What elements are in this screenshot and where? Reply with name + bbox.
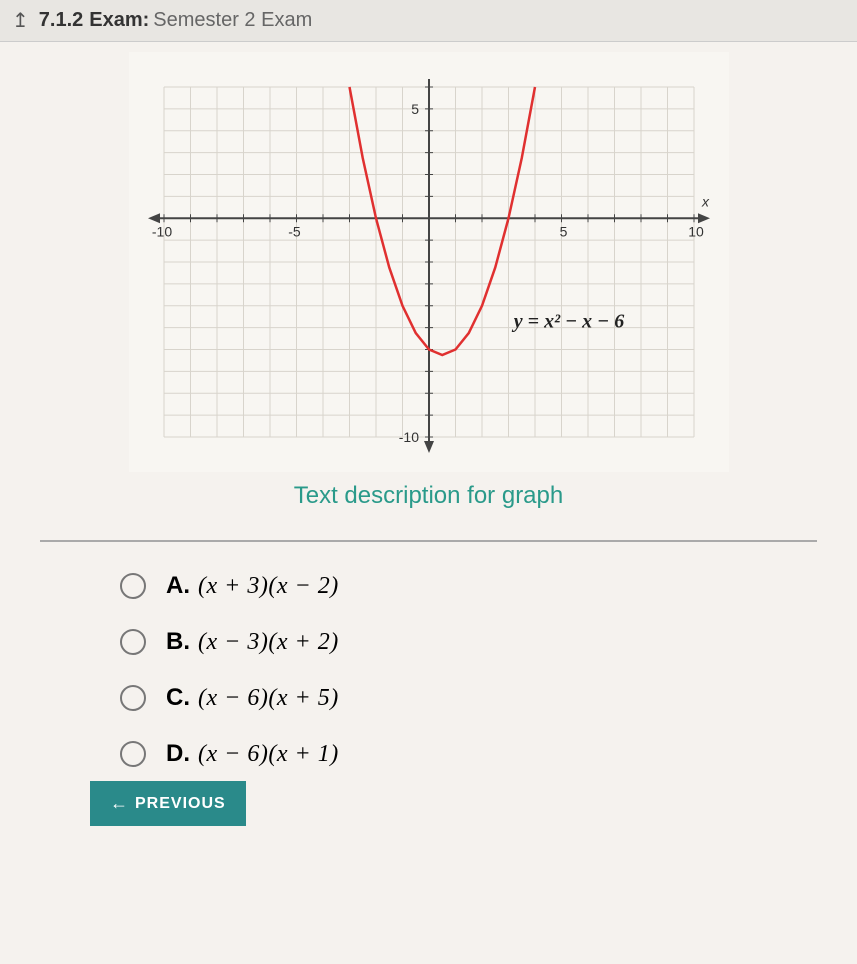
parabola-chart: -10 -5 5 10 -10 5 x y = x² − x − 6 xyxy=(129,52,729,472)
svg-text:y = x² − x − 6: y = x² − x − 6 xyxy=(511,311,624,333)
previous-button[interactable]: ← PREVIOUS xyxy=(90,781,246,826)
option-text: (x − 6)(x + 5) xyxy=(198,685,339,712)
answer-options: A. (x + 3)(x − 2) B. (x − 3)(x + 2) C. (… xyxy=(20,572,837,768)
option-text: (x − 3)(x + 2) xyxy=(198,629,339,656)
content-area: -10 -5 5 10 -10 5 x y = x² − x − 6 Text descrip… xyxy=(0,42,857,816)
radio-option-a[interactable] xyxy=(120,573,146,599)
option-text: (x + 3)(x − 2) xyxy=(198,573,339,600)
graph-container: -10 -5 5 10 -10 5 x y = x² − x − 6 xyxy=(129,52,729,472)
option-row: D. (x − 6)(x + 1) xyxy=(120,740,837,768)
exam-title: Semester 2 Exam xyxy=(153,9,312,32)
option-letter: A. xyxy=(166,572,190,600)
svg-text:-10: -10 xyxy=(398,429,418,445)
radio-option-d[interactable] xyxy=(120,741,146,767)
previous-button-label: PREVIOUS xyxy=(135,795,226,813)
option-row: A. (x + 3)(x − 2) xyxy=(120,572,837,600)
option-letter: D. xyxy=(166,740,190,768)
radio-option-b[interactable] xyxy=(120,629,146,655)
svg-text:10: 10 xyxy=(688,223,704,239)
svg-text:x: x xyxy=(701,193,710,209)
svg-text:5: 5 xyxy=(411,101,419,117)
exam-label: Exam: xyxy=(89,9,149,32)
back-arrow-icon[interactable]: ↥ xyxy=(12,8,29,33)
svg-text:-5: -5 xyxy=(288,223,301,239)
section-number: 7.1.2 xyxy=(39,9,83,32)
graph-description-link[interactable]: Text description for graph xyxy=(20,482,837,510)
radio-option-c[interactable] xyxy=(120,685,146,711)
svg-text:5: 5 xyxy=(559,223,567,239)
option-letter: C. xyxy=(166,684,190,712)
divider xyxy=(40,540,817,542)
option-row: B. (x − 3)(x + 2) xyxy=(120,628,837,656)
left-arrow-icon: ← xyxy=(110,793,129,814)
svg-text:-10: -10 xyxy=(151,223,171,239)
option-text: (x − 6)(x + 1) xyxy=(198,741,339,768)
option-letter: B. xyxy=(166,628,190,656)
option-row: C. (x − 6)(x + 5) xyxy=(120,684,837,712)
exam-header: ↥ 7.1.2 Exam: Semester 2 Exam xyxy=(0,0,857,42)
